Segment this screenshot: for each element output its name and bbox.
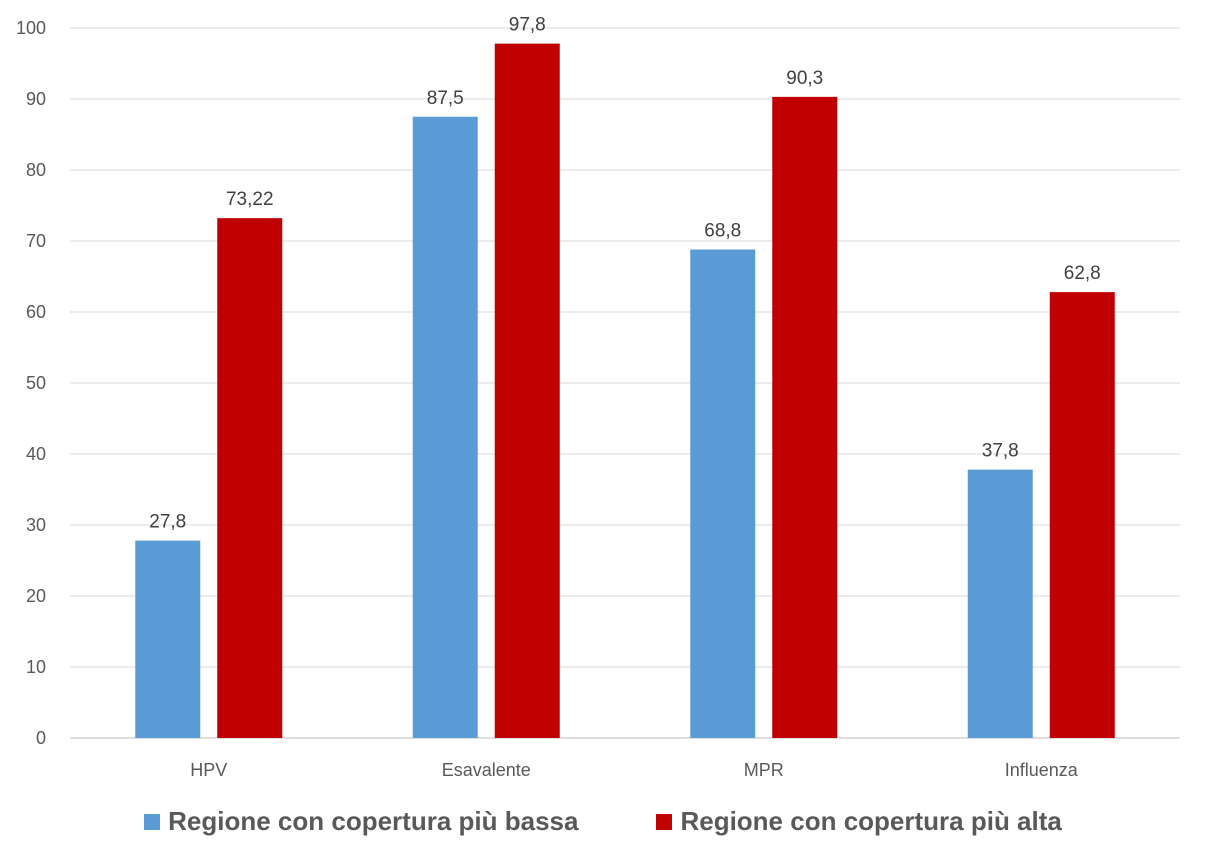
bar-lowest-esavalente [412, 116, 478, 738]
y-tick-label: 50 [26, 373, 46, 393]
bar-highest-influenza [1049, 292, 1115, 738]
data-label: 68,8 [704, 221, 741, 242]
x-category-label: MPR [744, 760, 784, 780]
bar-lowest-hpv [135, 540, 201, 738]
y-tick-label: 0 [36, 728, 46, 748]
x-category-label: Influenza [1005, 760, 1079, 780]
legend-label-lowest: Regione con copertura più bassa [168, 806, 579, 836]
legend: Regione con copertura più bassa Regione … [0, 806, 1206, 837]
data-label: 87,5 [427, 88, 464, 109]
y-axis-tick-labels: 0 10 20 30 40 50 60 70 80 90 100 [16, 18, 46, 748]
x-axis-category-labels: HPV Esavalente MPR Influenza [190, 760, 1079, 780]
data-label: 73,22 [226, 189, 274, 210]
legend-item-lowest: Regione con copertura più bassa [144, 806, 578, 837]
bar-chart: 0 10 20 30 40 50 60 70 80 90 100 27,8 73,22 87,5 97,8… [16, 15, 1180, 780]
y-tick-label: 60 [26, 302, 46, 322]
data-label: 62,8 [1064, 263, 1101, 284]
bar-lowest-influenza [967, 469, 1033, 738]
data-labels: 27,8 73,22 87,5 97,8 68,8 90,3 37,8 62,8 [149, 15, 1100, 533]
bars [135, 43, 1115, 739]
bar-highest-hpv [217, 218, 283, 738]
legend-swatch-lowest [144, 813, 161, 830]
y-tick-label: 40 [26, 444, 46, 464]
data-label: 90,3 [786, 68, 823, 89]
y-tick-label: 100 [16, 18, 46, 38]
y-tick-label: 20 [26, 586, 46, 606]
y-tick-label: 30 [26, 515, 46, 535]
data-label: 97,8 [509, 15, 546, 36]
data-label: 27,8 [149, 512, 186, 533]
y-tick-label: 90 [26, 89, 46, 109]
y-tick-label: 80 [26, 160, 46, 180]
x-category-label: HPV [190, 760, 227, 780]
bar-highest-mpr [772, 96, 838, 739]
y-tick-label: 70 [26, 231, 46, 251]
legend-item-highest: Regione con copertura più alta [656, 806, 1062, 837]
bar-highest-esavalente [494, 43, 560, 739]
legend-label-highest: Regione con copertura più alta [680, 806, 1062, 836]
y-tick-label: 10 [26, 657, 46, 677]
legend-swatch-highest [656, 813, 673, 830]
bar-lowest-mpr [690, 249, 756, 738]
data-label: 37,8 [982, 441, 1019, 462]
x-category-label: Esavalente [442, 760, 531, 780]
